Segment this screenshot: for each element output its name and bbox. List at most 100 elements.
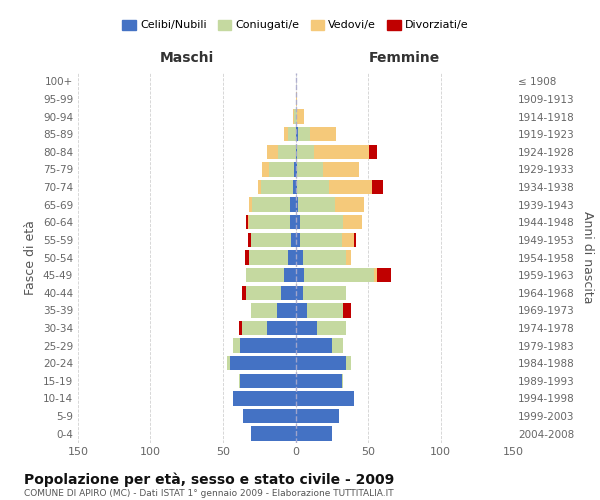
Bar [249, 198, 252, 212]
Bar [296, 268, 304, 282]
Bar [303, 250, 346, 264]
Bar [245, 250, 249, 264]
Bar [293, 110, 294, 124]
Bar [288, 127, 296, 142]
Bar [314, 144, 370, 159]
Bar [296, 215, 300, 230]
Bar [296, 303, 307, 318]
Bar [346, 356, 350, 370]
Bar [248, 215, 249, 230]
Bar [346, 250, 350, 264]
Bar [297, 144, 314, 159]
Bar [266, 144, 278, 159]
Bar [300, 232, 342, 247]
Bar [278, 144, 296, 159]
Bar [246, 268, 284, 282]
Bar [296, 110, 297, 124]
Bar [242, 286, 246, 300]
Bar [288, 250, 296, 264]
Bar [258, 180, 260, 194]
Text: Maschi: Maschi [160, 51, 214, 65]
Bar [353, 232, 356, 247]
Bar [296, 286, 303, 300]
Bar [296, 162, 297, 176]
Bar [249, 250, 288, 264]
Bar [242, 321, 266, 335]
Text: Popolazione per età, sesso e stato civile - 2009: Popolazione per età, sesso e stato civil… [24, 472, 394, 487]
Bar [293, 180, 296, 194]
Bar [281, 286, 296, 300]
Bar [296, 92, 297, 106]
Bar [297, 162, 323, 176]
Bar [296, 198, 298, 212]
Bar [298, 198, 335, 212]
Bar [284, 127, 288, 142]
Bar [303, 286, 346, 300]
Bar [300, 215, 343, 230]
Bar [298, 127, 310, 142]
Bar [277, 303, 296, 318]
Bar [343, 303, 350, 318]
Bar [342, 232, 353, 247]
Bar [296, 180, 297, 194]
Y-axis label: Fasce di età: Fasce di età [25, 220, 37, 295]
Bar [296, 321, 317, 335]
Bar [296, 338, 332, 353]
Bar [251, 426, 296, 441]
Bar [251, 303, 277, 318]
Bar [294, 110, 296, 124]
Bar [241, 374, 296, 388]
Legend: Celibi/Nubili, Coniugati/e, Vedovi/e, Divorziati/e: Celibi/Nubili, Coniugati/e, Vedovi/e, Di… [118, 15, 473, 35]
Bar [249, 215, 290, 230]
Bar [343, 215, 362, 230]
Bar [241, 338, 296, 353]
Bar [307, 303, 343, 318]
Bar [297, 110, 304, 124]
Bar [239, 374, 241, 388]
Bar [373, 180, 383, 194]
Text: Femmine: Femmine [368, 51, 440, 65]
Bar [269, 162, 294, 176]
Bar [296, 391, 353, 406]
Bar [296, 250, 303, 264]
Y-axis label: Anni di nascita: Anni di nascita [581, 211, 594, 304]
Bar [284, 268, 296, 282]
Bar [296, 409, 339, 424]
Bar [227, 356, 230, 370]
Bar [296, 374, 342, 388]
Bar [296, 144, 297, 159]
Bar [248, 232, 251, 247]
Bar [244, 409, 296, 424]
Bar [370, 144, 377, 159]
Bar [304, 268, 374, 282]
Bar [332, 338, 343, 353]
Bar [251, 232, 291, 247]
Text: COMUNE DI APIRO (MC) - Dati ISTAT 1° gennaio 2009 - Elaborazione TUTTITALIA.IT: COMUNE DI APIRO (MC) - Dati ISTAT 1° gen… [24, 489, 394, 498]
Bar [342, 374, 343, 388]
Bar [335, 198, 364, 212]
Bar [323, 162, 359, 176]
Bar [294, 162, 296, 176]
Bar [246, 215, 248, 230]
Bar [261, 180, 293, 194]
Bar [239, 321, 242, 335]
Bar [296, 426, 332, 441]
Bar [377, 268, 391, 282]
Bar [290, 198, 296, 212]
Bar [291, 232, 296, 247]
Bar [310, 127, 336, 142]
Bar [297, 180, 329, 194]
Bar [233, 391, 296, 406]
Bar [317, 321, 346, 335]
Bar [374, 268, 377, 282]
Bar [290, 215, 296, 230]
Bar [262, 162, 269, 176]
Bar [296, 356, 346, 370]
Bar [233, 338, 241, 353]
Bar [246, 286, 281, 300]
Bar [329, 180, 373, 194]
Bar [230, 356, 296, 370]
Bar [296, 232, 300, 247]
Bar [266, 321, 296, 335]
Bar [252, 198, 290, 212]
